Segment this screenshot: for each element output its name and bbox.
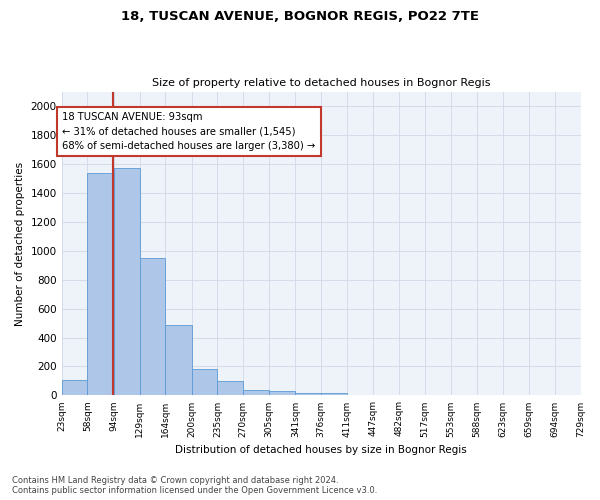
Bar [217, 381, 243, 396]
Title: Size of property relative to detached houses in Bognor Regis: Size of property relative to detached ho… [152, 78, 490, 88]
Y-axis label: Number of detached properties: Number of detached properties [15, 162, 25, 326]
Text: 18, TUSCAN AVENUE, BOGNOR REGIS, PO22 7TE: 18, TUSCAN AVENUE, BOGNOR REGIS, PO22 7T… [121, 10, 479, 23]
Bar [62, 380, 88, 396]
Bar [192, 368, 217, 396]
Bar [88, 172, 114, 396]
Bar [114, 168, 140, 396]
Bar [165, 324, 192, 396]
Bar [295, 393, 321, 396]
Text: 18 TUSCAN AVENUE: 93sqm
← 31% of detached houses are smaller (1,545)
68% of semi: 18 TUSCAN AVENUE: 93sqm ← 31% of detache… [62, 112, 316, 152]
X-axis label: Distribution of detached houses by size in Bognor Regis: Distribution of detached houses by size … [175, 445, 467, 455]
Text: Contains HM Land Registry data © Crown copyright and database right 2024.
Contai: Contains HM Land Registry data © Crown c… [12, 476, 377, 495]
Bar [140, 258, 165, 396]
Bar [321, 394, 347, 396]
Bar [243, 390, 269, 396]
Bar [269, 392, 295, 396]
